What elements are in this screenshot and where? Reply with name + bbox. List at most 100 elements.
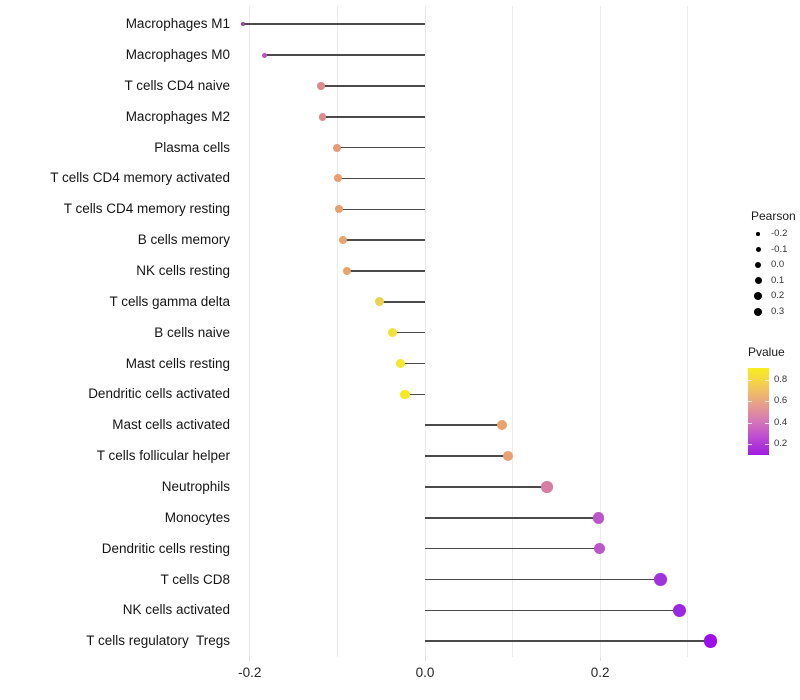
- x-axis-tick: [424, 657, 426, 661]
- category-label: Monocytes: [164, 509, 230, 525]
- x-gridline: [512, 6, 514, 657]
- legend-pvalue-label: 0.2: [774, 438, 788, 450]
- lollipop-stem: [322, 115, 425, 118]
- category-label: T cells regulatory Tregs: [86, 633, 230, 649]
- colorbar-tick-right: [765, 401, 769, 403]
- category-label: Macrophages M1: [125, 16, 230, 32]
- colorbar-tick-right: [765, 380, 769, 381]
- x-gridline: [687, 6, 689, 657]
- x-tick-label: -0.2: [238, 665, 262, 680]
- category-label: NK cells resting: [136, 263, 230, 278]
- legend-pearson-dot: [756, 232, 760, 236]
- category-label: Plasma cells: [154, 139, 230, 155]
- data-point: [654, 573, 667, 586]
- data-point: [541, 481, 553, 493]
- lollipop-stem: [392, 331, 425, 334]
- legend-pearson-label: 0.3: [771, 306, 785, 317]
- category-label: T cells CD8: [160, 571, 230, 587]
- category-label: Neutrophils: [161, 478, 230, 494]
- data-point: [703, 634, 718, 648]
- category-label: T cells gamma delta: [109, 293, 230, 309]
- colorbar-tick-right: [765, 444, 769, 446]
- colorbar-tick-left: [748, 422, 752, 424]
- data-point: [334, 174, 343, 183]
- data-point: [502, 450, 514, 462]
- lollipop-stem: [400, 362, 425, 365]
- colorbar-tick-left: [748, 380, 752, 381]
- data-point: [400, 389, 410, 400]
- lollipop-stem: [425, 609, 680, 612]
- lollipop-stem: [379, 301, 425, 303]
- data-point: [240, 22, 245, 27]
- lollipop-stem: [425, 547, 600, 550]
- lollipop-stem: [425, 517, 599, 519]
- category-label: T cells follicular helper: [96, 448, 230, 464]
- lollipop-stem: [339, 208, 425, 211]
- legend-pearson-label: 0.1: [771, 274, 785, 286]
- data-point: [338, 236, 347, 245]
- legend-pvalue-label: 0.4: [774, 416, 788, 428]
- data-point: [497, 420, 508, 431]
- category-label: Mast cells resting: [125, 355, 230, 371]
- data-point: [332, 143, 341, 152]
- category-label: Macrophages M0: [125, 47, 230, 63]
- data-point: [374, 297, 384, 307]
- lollipop-stem: [425, 486, 547, 488]
- data-point: [395, 358, 406, 369]
- colorbar-tick-left: [748, 401, 752, 403]
- category-label: Dendritic cells resting: [101, 540, 230, 556]
- category-label: B cells memory: [137, 232, 230, 248]
- lollipop-stem: [404, 393, 425, 396]
- lollipop-stem: [336, 146, 425, 149]
- lollipop-stem: [425, 640, 711, 642]
- data-point: [342, 266, 352, 276]
- lollipop-stem: [338, 177, 425, 180]
- colorbar-tick-right: [765, 422, 769, 424]
- legend-pearson-dot: [753, 307, 763, 317]
- data-point: [388, 328, 398, 338]
- data-point: [593, 542, 606, 555]
- category-label: T cells CD4 naive: [124, 77, 230, 93]
- data-point: [317, 82, 325, 90]
- lollipop-stem: [425, 424, 503, 427]
- category-label: T cells CD4 memory resting: [63, 201, 230, 217]
- category-label: Dendritic cells activated: [88, 386, 230, 402]
- legend-pearson-label: 0.2: [771, 290, 785, 302]
- category-label: T cells CD4 memory activated: [50, 170, 230, 186]
- lollipop-stem: [425, 578, 661, 581]
- x-tick-label: 0.0: [415, 665, 435, 680]
- legend-pearson-dot: [755, 262, 761, 269]
- legend-pearson-dot: [754, 277, 762, 285]
- data-point: [318, 113, 327, 121]
- x-axis-tick: [599, 657, 601, 661]
- x-gridline: [336, 6, 338, 657]
- x-axis-tick: [249, 657, 251, 661]
- legend-pvalue-label: 0.8: [774, 374, 788, 385]
- data-point: [262, 52, 268, 58]
- colorbar-tick-left: [748, 444, 752, 446]
- category-label: B cells naive: [154, 324, 230, 340]
- x-gridline: [424, 6, 426, 657]
- legend-pearson-dot: [755, 247, 761, 253]
- legend-pearson-title: Pearson: [751, 209, 796, 223]
- data-point: [672, 603, 686, 617]
- lollipop-stem: [320, 85, 425, 87]
- x-tick-label: 0.2: [590, 665, 610, 680]
- legend-pearson-label: -0.1: [771, 243, 788, 255]
- lollipop-stem: [342, 239, 425, 241]
- legend-pearson-label: 0.0: [771, 259, 785, 271]
- lollipop-stem: [347, 270, 425, 272]
- category-label: Macrophages M2: [125, 108, 230, 124]
- category-label: NK cells activated: [122, 602, 230, 618]
- legend-pvalue-label: 0.6: [774, 395, 788, 407]
- category-label: Mast cells activated: [112, 417, 230, 433]
- x-gridline: [249, 6, 251, 657]
- data-point: [335, 205, 344, 214]
- data-point: [592, 512, 605, 524]
- legend-pearson-dot: [754, 292, 762, 301]
- pvalue-colorbar: [748, 368, 769, 455]
- legend-pvalue-title: Pvalue: [748, 345, 785, 359]
- lollipop-stem: [242, 23, 425, 25]
- lollipop-stem: [425, 455, 509, 457]
- legend-pearson-label: -0.2: [771, 228, 788, 239]
